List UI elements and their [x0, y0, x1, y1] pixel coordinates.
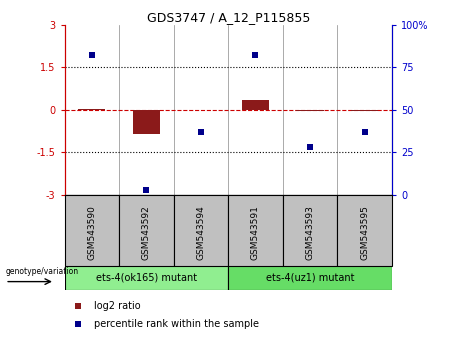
Bar [337, 195, 392, 266]
Bar [242, 100, 269, 110]
Text: ets-4(ok165) mutant: ets-4(ok165) mutant [96, 273, 197, 283]
Bar [133, 110, 160, 134]
Bar [119, 195, 174, 266]
Text: GSM543591: GSM543591 [251, 205, 260, 260]
Bar [351, 110, 378, 111]
Bar [283, 195, 337, 266]
Text: percentile rank within the sample: percentile rank within the sample [94, 319, 259, 330]
Bar [174, 195, 228, 266]
Bar [228, 195, 283, 266]
Text: genotype/variation: genotype/variation [5, 267, 78, 276]
Bar [65, 195, 119, 266]
Bar [228, 266, 392, 290]
Text: GSM543593: GSM543593 [306, 205, 314, 260]
Text: log2 ratio: log2 ratio [94, 301, 141, 311]
Bar [65, 266, 228, 290]
Title: GDS3747 / A_12_P115855: GDS3747 / A_12_P115855 [147, 11, 310, 24]
Text: GSM543594: GSM543594 [196, 205, 206, 260]
Bar [78, 109, 106, 110]
Text: ets-4(uz1) mutant: ets-4(uz1) mutant [266, 273, 354, 283]
Text: GSM543592: GSM543592 [142, 205, 151, 260]
Text: GSM543595: GSM543595 [360, 205, 369, 260]
Text: GSM543590: GSM543590 [87, 205, 96, 260]
